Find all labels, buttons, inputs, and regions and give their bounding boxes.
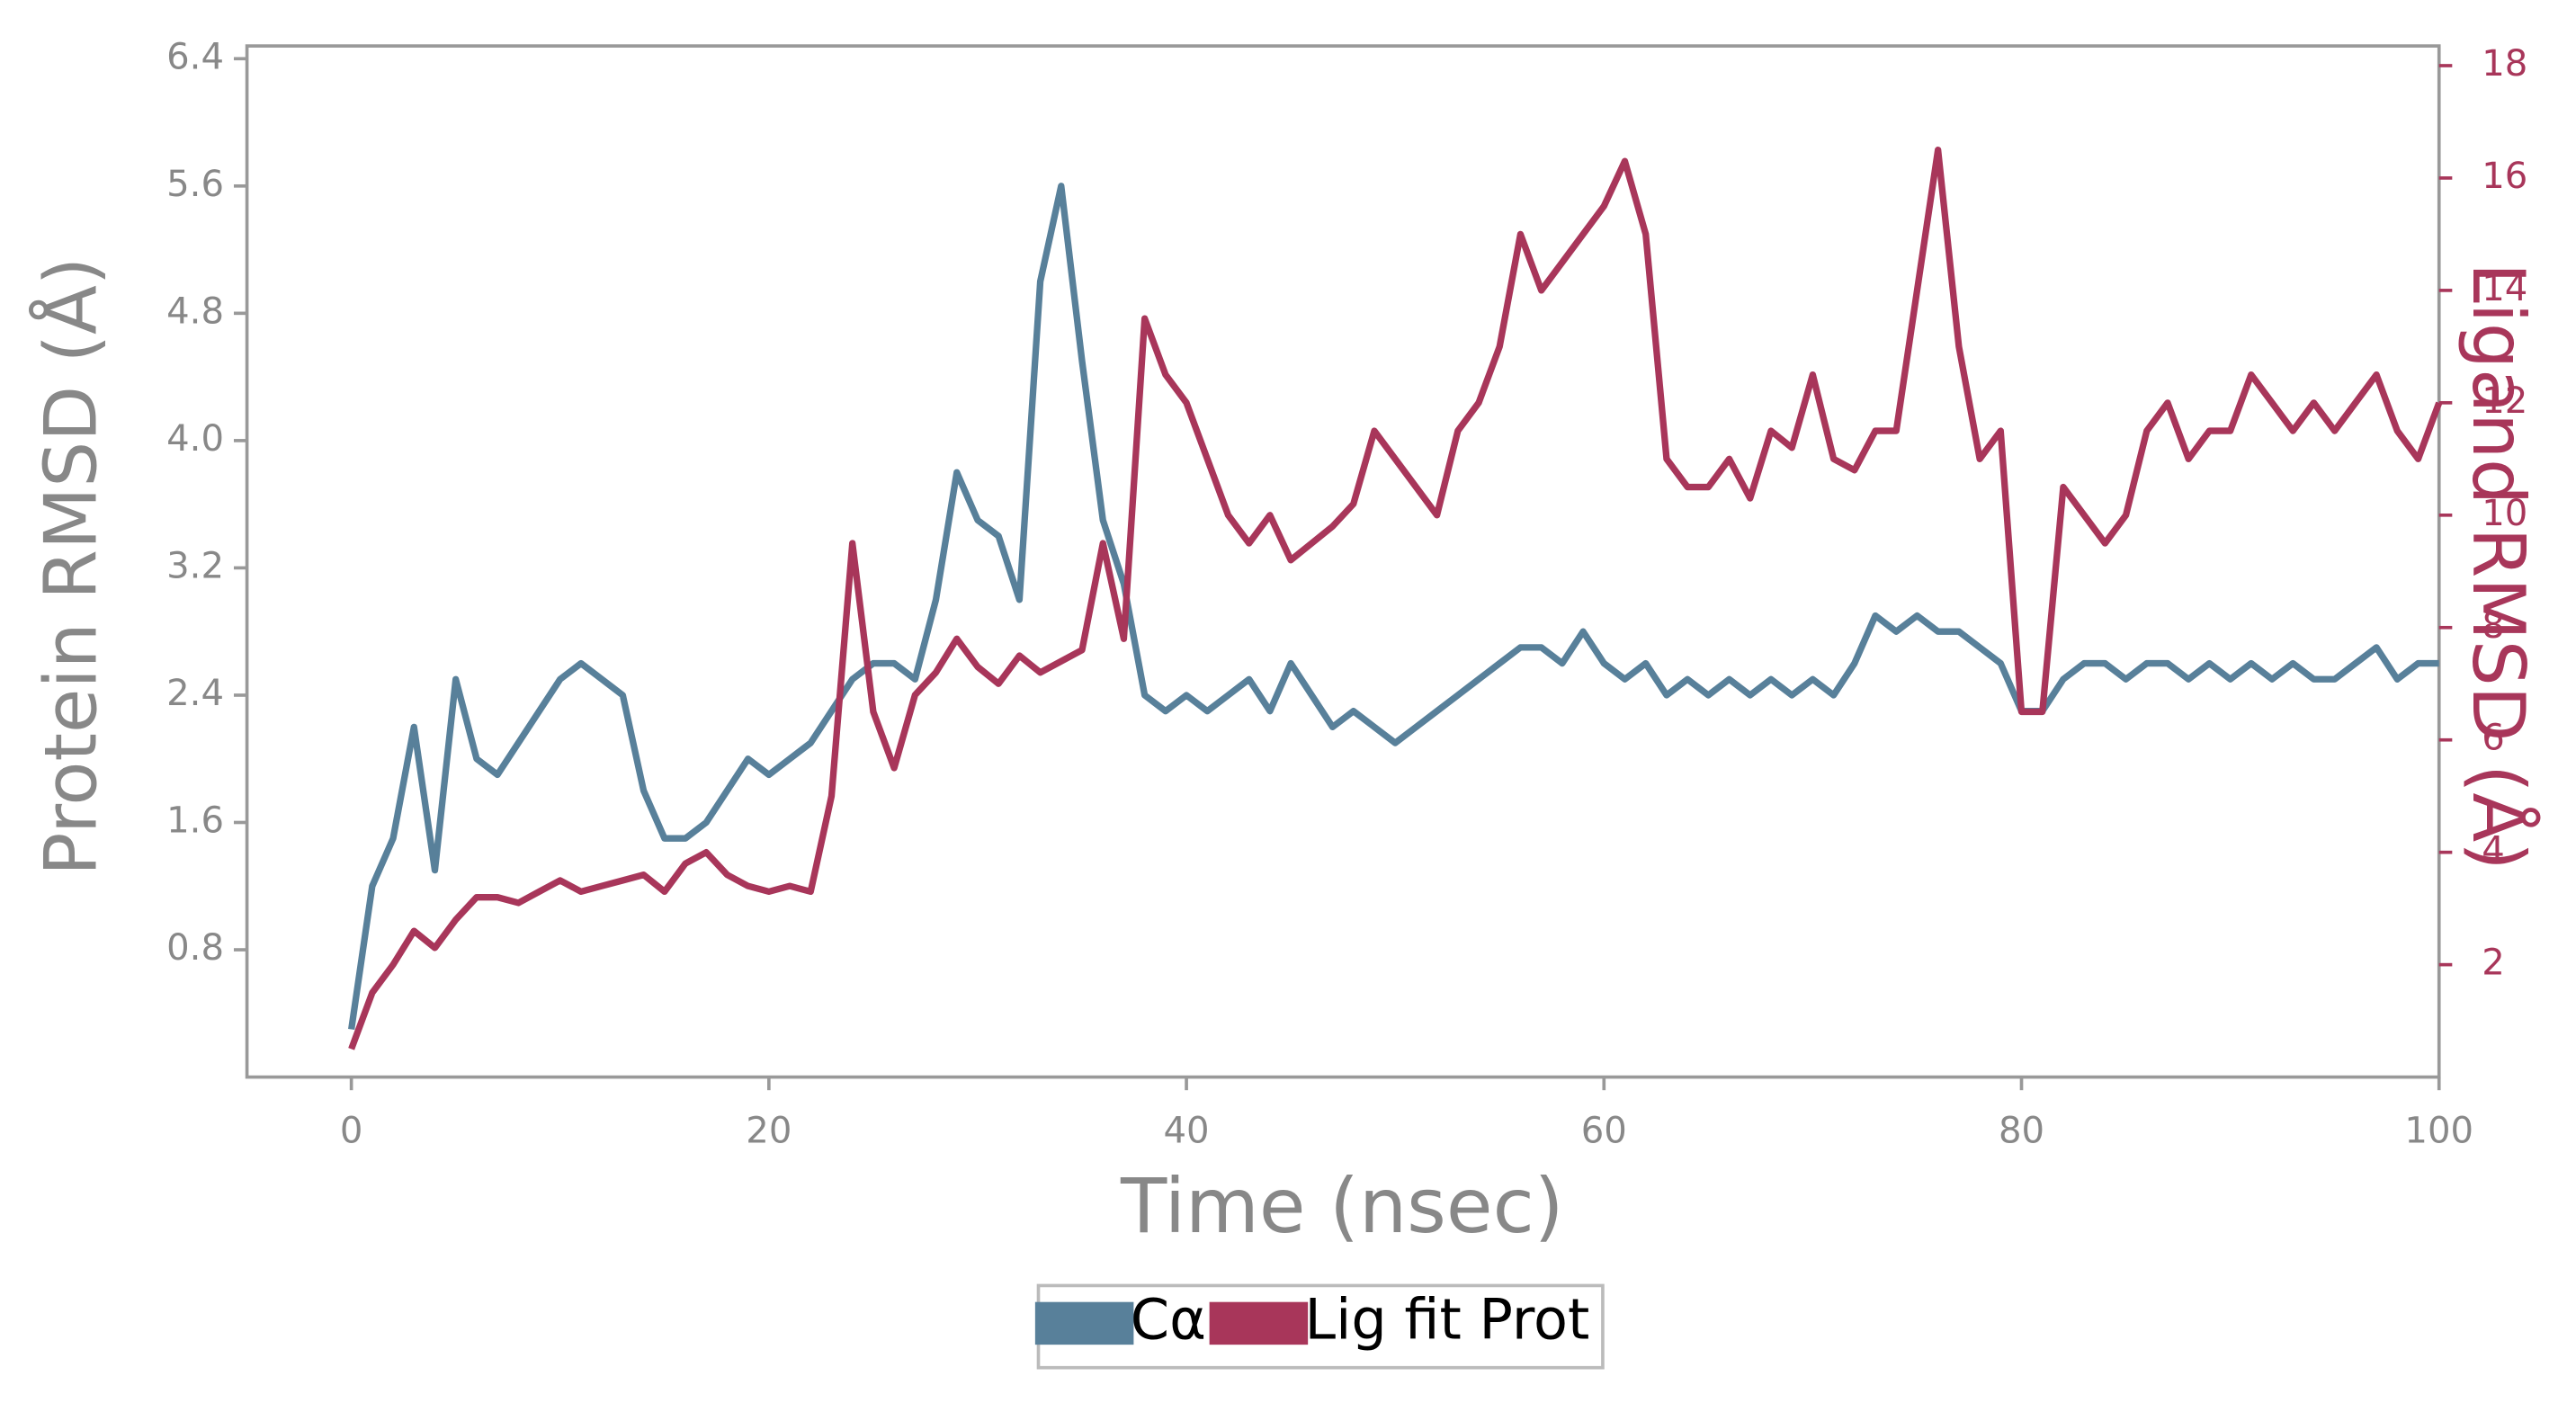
y2-tick-label: 16 [2482,156,2527,197]
x-axis-label: Time (nsec) [1120,1162,1564,1250]
y-tick-label: 1.6 [166,800,224,842]
x-tick-label: 100 [2404,1111,2473,1152]
y-tick-label: 4.8 [166,290,224,332]
y-tick-label: 0.8 [166,927,224,969]
y-tick-label: 3.2 [166,545,224,586]
x-tick-label: 60 [1581,1111,1627,1152]
y2-tick-label: 2 [2482,943,2505,984]
y2-tick-label: 12 [2482,380,2527,422]
y2-tick-label: 10 [2482,493,2527,534]
series-line [348,147,2443,1050]
y2-tick-label: 14 [2482,268,2527,309]
y-tick-label: 5.6 [166,164,224,205]
y-axis-label: Protein RMSD (Å) [29,257,113,876]
x-tick-label: 80 [1999,1111,2044,1152]
legend: Cα Lig fit Prot [1034,1283,1605,1370]
legend-label: Cα [1131,1286,1206,1352]
legend-swatch [1034,1301,1134,1345]
y-tick-label: 2.4 [166,673,224,714]
y-tick-label: 4.0 [166,418,224,460]
series-line [348,183,2439,1031]
x-tick-label: 0 [340,1111,363,1152]
y2-axis-label: Ligand RMSD (Å) [2456,263,2541,871]
y2-tick-label: 8 [2482,605,2505,647]
x-tick-label: 40 [1164,1111,1210,1152]
y2-tick-label: 18 [2482,43,2527,85]
y2-tick-label: 4 [2482,830,2505,871]
plot-frame [245,44,2441,1079]
legend-swatch [1209,1301,1309,1345]
y-tick-label: 6.4 [166,36,224,77]
legend-label: Lig fit Prot [1305,1286,1590,1352]
y2-tick-label: 6 [2482,718,2505,759]
x-tick-label: 20 [746,1111,792,1152]
